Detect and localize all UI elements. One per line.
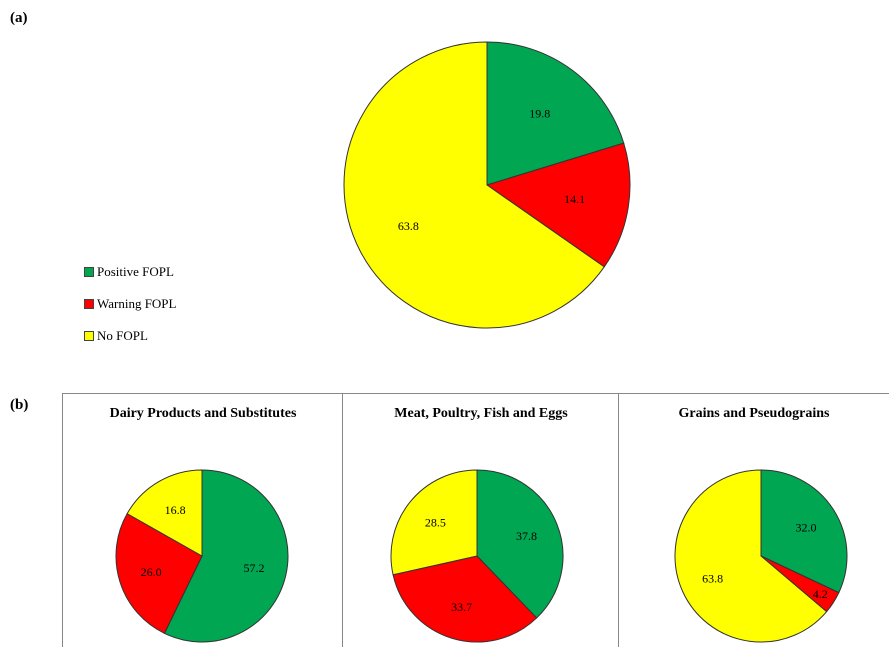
sub-chart-title-grains: Grains and Pseudograins [678,406,830,421]
main-pie-label-positive: 19.8 [529,107,550,121]
main-pie-slice-warning [485,142,631,268]
grains-pie-label-positive: 32.0 [796,520,817,534]
sub-panel-dairy: Dairy Products and Substitutes 57.2 26.0 1… [62,393,343,647]
panel-label-a: (a) [10,10,28,26]
main-pie-slice-none [343,41,605,329]
grains-pie-slice-positive [760,469,848,594]
main-pie-label-none: 63.8 [398,219,419,233]
sub-chart-title-meat: Meat, Poultry, Fish and Eggs [394,406,568,421]
dairy-pie-slice-none [126,469,203,557]
legend-label-warning: Warning FOPL [97,296,177,311]
legend-swatch-warning [84,299,94,309]
grains-pie-slice-none [674,469,828,643]
sub-pie-chart-meat: 37.8 33.7 28.5 [390,469,564,643]
main-pie-chart: 19.8 14.1 63.8 [343,41,631,329]
legend-swatch-none [84,331,94,341]
legend-label-positive: Positive FOPL [97,264,174,279]
grains-pie-label-none: 63.8 [702,571,723,585]
meat-pie-slice-none [390,469,478,576]
main-pie-label-warning: 14.1 [564,192,585,206]
dairy-pie-label-none: 16.8 [165,503,186,517]
dairy-pie-label-warning: 26.0 [141,565,162,579]
sub-pie-chart-dairy: 57.2 26.0 16.8 [115,469,289,643]
sub-panel-grains: Grains and Pseudograins 32.0 4.2 63.8 [618,393,889,647]
sub-chart-title-dairy: Dairy Products and Substitutes [109,406,297,421]
meat-pie-label-warning: 33.7 [451,600,472,614]
panel-label-b: (b) [10,397,29,413]
legend-swatch-positive [84,267,94,277]
main-pie-slice-positive [486,41,625,186]
legend-item-none: No FOPL [84,326,176,346]
dairy-pie-slice-positive [163,469,289,643]
legend-item-warning: Warning FOPL [84,294,176,314]
sub-pie-chart-grains: 32.0 4.2 63.8 [674,469,848,643]
dairy-pie-slice-warning [115,512,203,635]
dairy-pie-label-positive: 57.2 [243,561,264,575]
meat-pie-slice-positive [476,469,564,619]
sub-panel-meat: Meat, Poultry, Fish and Eggs 37.8 33.7 28.… [342,393,619,647]
legend-item-positive: Positive FOPL [84,262,176,282]
legend-label-none: No FOPL [97,328,148,343]
meat-pie-slice-warning [392,555,538,643]
meat-pie-label-positive: 37.8 [516,529,537,543]
grains-pie-label-warning: 4.2 [813,587,828,601]
meat-pie-label-none: 28.5 [425,516,446,530]
legend: Positive FOPL Warning FOPL No FOPL [84,262,176,358]
